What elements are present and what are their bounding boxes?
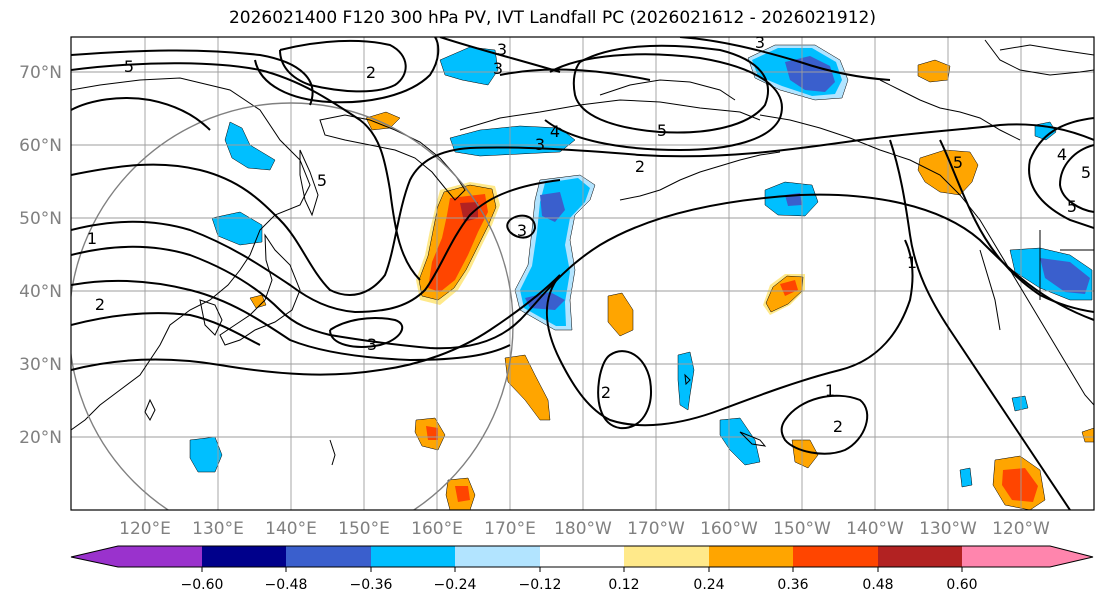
lon-label: 170°E <box>484 519 536 539</box>
colorbar: −0.60 −0.48 −0.36 −0.24 −0.12 0.12 0.24 … <box>70 545 1094 593</box>
pv-contours <box>71 37 1094 510</box>
colorbar-segment <box>455 546 541 567</box>
latitude-labels: 70°N 60°N 50°N 40°N 30°N 20°N <box>19 63 62 448</box>
contour-label: 5 <box>1067 197 1077 216</box>
contour-label: 5 <box>124 57 134 76</box>
contour-label: 5 <box>953 153 963 172</box>
colorbar-tick-label: −0.48 <box>265 577 308 593</box>
contour-label: 3 <box>367 335 377 354</box>
lon-label: 130°E <box>192 519 244 539</box>
colorbar-extend-high <box>1050 546 1093 567</box>
contour-label: 1 <box>87 229 97 248</box>
colorbar-extend-low <box>71 546 118 567</box>
contour-label: 4 <box>1057 145 1067 164</box>
contour-label: 3 <box>535 135 545 154</box>
coastlines <box>71 39 1094 466</box>
contour-label: 2 <box>635 157 645 176</box>
longitude-labels: 120°E 130°E 140°E 150°E 160°E 170°E 180°… <box>119 519 1050 539</box>
graticule <box>71 37 1094 510</box>
lon-label: 130°W <box>919 519 977 539</box>
lon-label: 150°E <box>338 519 390 539</box>
colorbar-segment <box>878 546 963 567</box>
contour-label: 3 <box>755 33 765 52</box>
lat-label: 70°N <box>19 63 62 83</box>
contour-label: 3 <box>493 59 503 78</box>
colorbar-tick-label: 0.36 <box>777 577 808 593</box>
contour-label: 2 <box>95 295 105 314</box>
lat-label: 20°N <box>19 428 62 448</box>
lon-label: 150°W <box>773 519 831 539</box>
colorbar-tick-label: −0.12 <box>519 577 562 593</box>
colorbar-tick-label: −0.60 <box>181 577 224 593</box>
colorbar-tick-label: −0.24 <box>434 577 477 593</box>
colorbar-segment <box>118 546 203 567</box>
contour-label: 5 <box>657 121 667 140</box>
lon-label: 140°E <box>265 519 317 539</box>
lon-label: 170°W <box>627 519 685 539</box>
colorbar-tick-label: −0.36 <box>350 577 393 593</box>
contour-label: 2 <box>601 383 611 402</box>
colorbar-outline <box>70 545 1094 568</box>
contour-label: 3 <box>517 221 527 240</box>
map-title: 2026021400 F120 300 hPa PV, IVT Landfall… <box>228 8 876 28</box>
lon-label: 120°E <box>119 519 171 539</box>
contour-label: 2 <box>366 63 376 82</box>
colorbar-segment <box>709 546 794 567</box>
colorbar-tick-label: 0.12 <box>608 577 639 593</box>
lon-label: 120°W <box>992 519 1050 539</box>
colorbar-segment <box>962 546 1051 567</box>
lon-label: 140°W <box>846 519 904 539</box>
contour-label: 5 <box>317 171 327 190</box>
lon-label: 180°W <box>554 519 612 539</box>
colorbar-ticks: −0.60 −0.48 −0.36 −0.24 −0.12 0.12 0.24 … <box>181 567 978 593</box>
colorbar-tick-label: 0.48 <box>862 577 893 593</box>
contour-labels: 5 1 2 2 3 3 5 4 3 5 2 3 3 1 2 1 2 3 5 5 … <box>87 33 1091 436</box>
lon-label: 160°E <box>411 519 463 539</box>
colorbar-segment <box>624 546 710 567</box>
contour-label: 3 <box>497 40 507 59</box>
contour-label: 1 <box>907 253 917 272</box>
lat-label: 60°N <box>19 136 62 156</box>
lon-label: 160°W <box>700 519 758 539</box>
colorbar-segment <box>371 546 456 567</box>
contour-label: 5 <box>1081 163 1091 182</box>
lat-label: 30°N <box>19 355 62 375</box>
contour-label: 2 <box>833 417 843 436</box>
colorbar-segment <box>540 546 625 567</box>
colorbar-tick-label: 0.24 <box>693 577 724 593</box>
map-frame <box>70 36 1095 511</box>
colorbar-segments <box>71 546 1093 567</box>
shaded-anomalies <box>189 44 1094 510</box>
colorbar-tick-label: 0.60 <box>946 577 977 593</box>
contour-label: 4 <box>550 122 560 141</box>
colorbar-segment <box>286 546 372 567</box>
lat-label: 50°N <box>19 209 62 229</box>
contour-label: 1 <box>825 381 835 400</box>
lat-label: 40°N <box>19 282 62 302</box>
colorbar-segment <box>793 546 879 567</box>
colorbar-segment <box>202 546 287 567</box>
